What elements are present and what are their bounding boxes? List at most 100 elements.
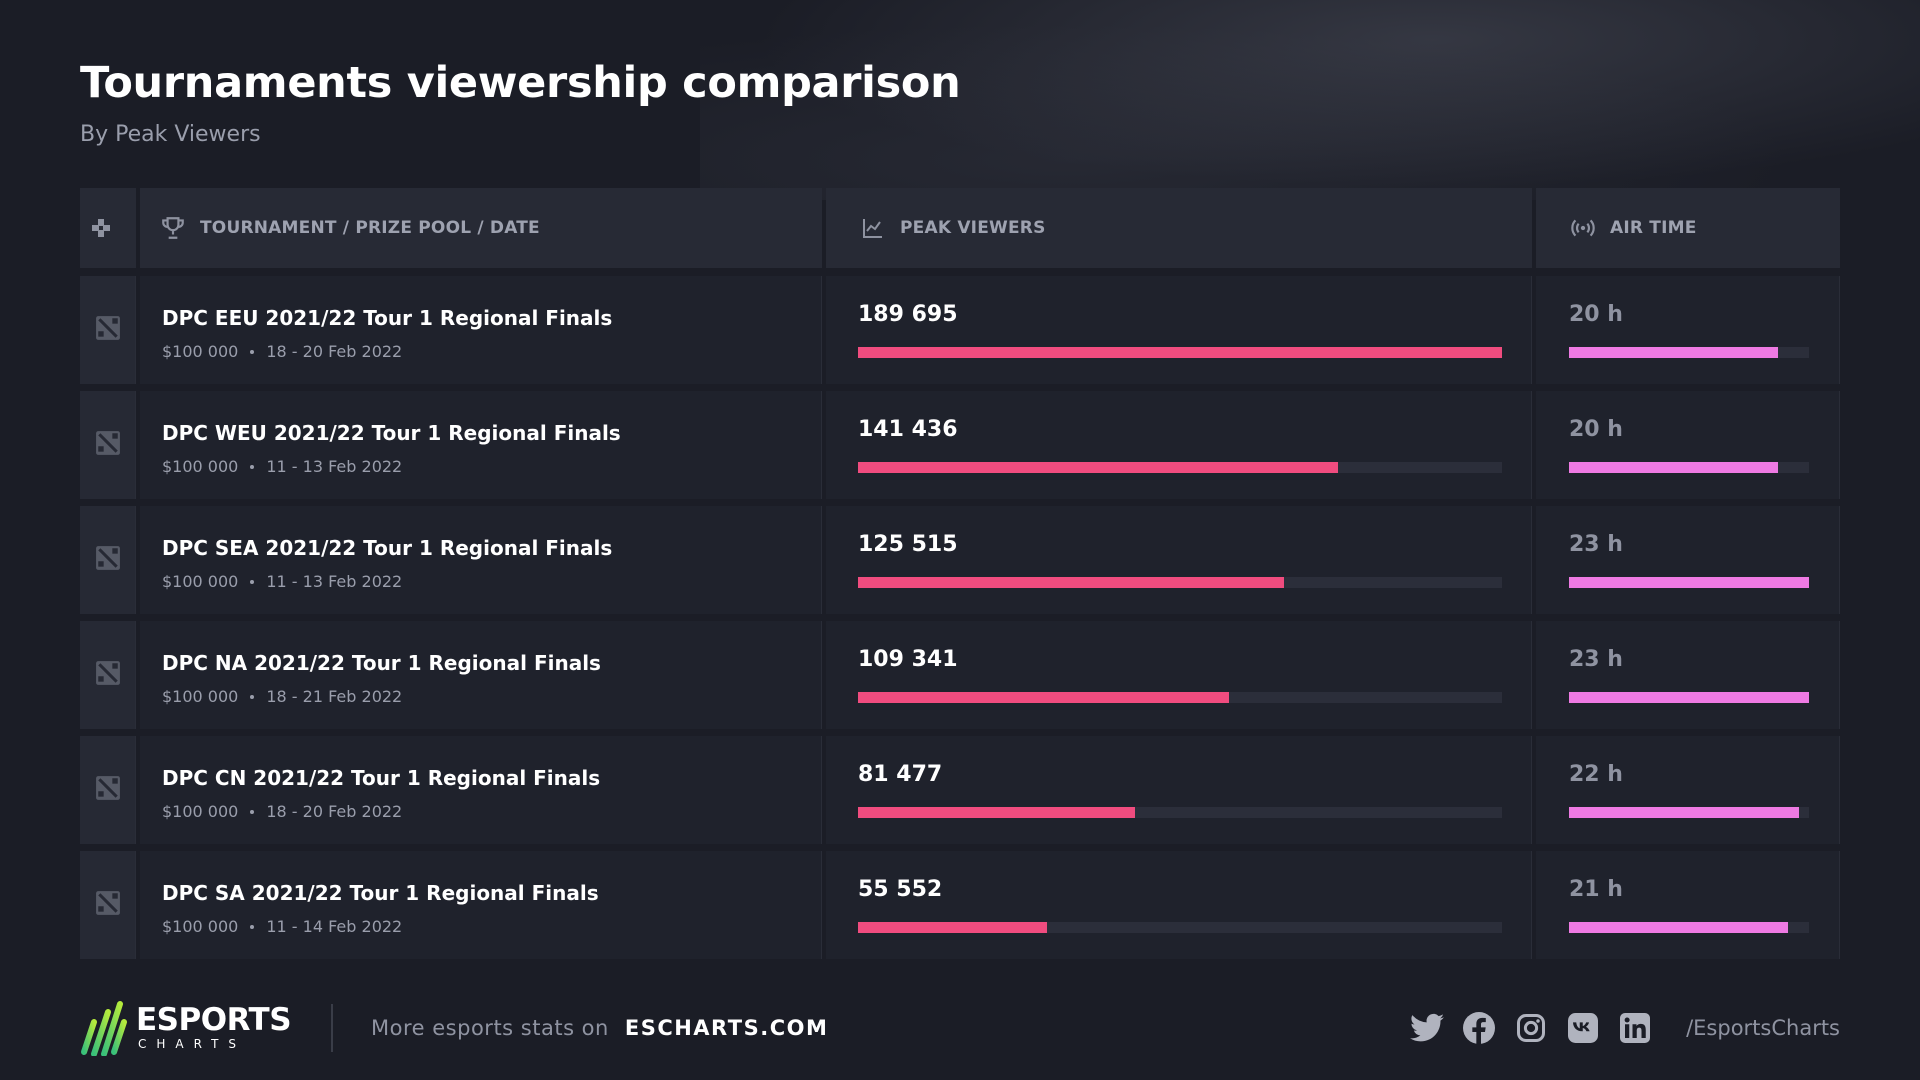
esports-charts-logo[interactable]: ESPORTS CHARTS <box>80 1000 292 1056</box>
air-bar-track <box>1569 807 1809 818</box>
prize-pool: $100 000 <box>162 802 239 821</box>
air-cell: 20 h <box>1536 276 1840 384</box>
table-body: DPC EEU 2021/22 Tour 1 Regional Finals $… <box>80 276 1840 959</box>
peak-value: 81 477 <box>858 762 943 787</box>
tournament-date: 11 - 13 Feb 2022 <box>266 457 403 476</box>
tournament-cell: DPC CN 2021/22 Tour 1 Regional Finals $1… <box>140 736 822 844</box>
air-value: 21 h <box>1569 877 1623 902</box>
tournament-cell: DPC WEU 2021/22 Tour 1 Regional Finals $… <box>140 391 822 499</box>
air-cell: 21 h <box>1536 851 1840 959</box>
prize-pool: $100 000 <box>162 917 239 936</box>
logo-top-text: ESPORTS <box>136 1002 292 1038</box>
more-stats-text: More esports stats on <box>371 1016 609 1040</box>
air-bar-track <box>1569 922 1809 933</box>
header: Tournaments viewership comparison By Pea… <box>80 58 961 147</box>
peak-cell: 55 552 <box>826 851 1532 959</box>
gamepad-icon <box>88 215 114 241</box>
air-value: 23 h <box>1569 532 1623 557</box>
air-bar <box>1569 347 1778 358</box>
page-title: Tournaments viewership comparison <box>80 58 961 108</box>
viewership-table: TOURNAMENT / PRIZE POOL / DATE PEAK VIEW… <box>80 188 1840 966</box>
peak-bar-track <box>858 577 1502 588</box>
tournament-name: DPC NA 2021/22 Tour 1 Regional Finals <box>162 651 601 675</box>
tournament-cell: DPC SEA 2021/22 Tour 1 Regional Finals $… <box>140 506 822 614</box>
tournament-meta: $100 000 18 - 21 Feb 2022 <box>162 687 821 706</box>
game-cell <box>80 621 136 729</box>
dota-icon <box>95 775 121 805</box>
tournament-date: 18 - 21 Feb 2022 <box>266 687 403 706</box>
air-bar-track <box>1569 462 1809 473</box>
tournament-cell: DPC SA 2021/22 Tour 1 Regional Finals $1… <box>140 851 822 959</box>
logo-bottom-text: CHARTS <box>138 1037 247 1051</box>
trophy-icon <box>160 215 186 241</box>
air-value: 22 h <box>1569 762 1623 787</box>
linkedin-icon[interactable] <box>1618 1011 1652 1045</box>
air-bar-track <box>1569 347 1809 358</box>
tournament-name: DPC WEU 2021/22 Tour 1 Regional Finals <box>162 421 621 445</box>
chart-icon <box>860 215 886 241</box>
social-handle[interactable]: /EsportsCharts <box>1686 1016 1840 1040</box>
dota-icon <box>95 315 121 345</box>
instagram-icon[interactable] <box>1514 1011 1548 1045</box>
table-row: DPC SA 2021/22 Tour 1 Regional Finals $1… <box>80 851 1840 959</box>
tournament-cell: DPC EEU 2021/22 Tour 1 Regional Finals $… <box>140 276 822 384</box>
air-value: 20 h <box>1569 302 1623 327</box>
peak-cell: 109 341 <box>826 621 1532 729</box>
header-peak-label: PEAK VIEWERS <box>900 218 1046 238</box>
tournament-date: 18 - 20 Feb 2022 <box>266 802 403 821</box>
peak-bar-track <box>858 462 1502 473</box>
facebook-icon[interactable] <box>1462 1011 1496 1045</box>
air-cell: 22 h <box>1536 736 1840 844</box>
air-bar <box>1569 462 1778 473</box>
table-row: DPC WEU 2021/22 Tour 1 Regional Finals $… <box>80 391 1840 499</box>
header-tournament: TOURNAMENT / PRIZE POOL / DATE <box>140 188 822 268</box>
twitter-icon[interactable] <box>1410 1011 1445 1045</box>
header-air: AIR TIME <box>1536 188 1840 268</box>
table-row: DPC CN 2021/22 Tour 1 Regional Finals $1… <box>80 736 1840 844</box>
tournament-meta: $100 000 11 - 13 Feb 2022 <box>162 457 821 476</box>
game-cell <box>80 391 136 499</box>
logo-text: ESPORTS CHARTS <box>136 1002 292 1052</box>
separator-dot <box>250 579 255 584</box>
vk-icon[interactable] <box>1566 1011 1600 1045</box>
header-peak: PEAK VIEWERS <box>826 188 1532 268</box>
separator-dot <box>250 809 255 814</box>
prize-pool: $100 000 <box>162 342 239 361</box>
air-bar-track <box>1569 577 1809 588</box>
peak-value: 109 341 <box>858 647 958 672</box>
tournament-meta: $100 000 11 - 13 Feb 2022 <box>162 572 821 591</box>
peak-bar-track <box>858 807 1502 818</box>
air-value: 20 h <box>1569 417 1623 442</box>
tournament-name: DPC SEA 2021/22 Tour 1 Regional Finals <box>162 536 613 560</box>
air-cell: 23 h <box>1536 506 1840 614</box>
header-tournament-label: TOURNAMENT / PRIZE POOL / DATE <box>200 218 540 238</box>
tournament-meta: $100 000 11 - 14 Feb 2022 <box>162 917 821 936</box>
peak-value: 125 515 <box>858 532 958 557</box>
game-cell <box>80 276 136 384</box>
peak-cell: 189 695 <box>826 276 1532 384</box>
tournament-name: DPC CN 2021/22 Tour 1 Regional Finals <box>162 766 601 790</box>
peak-bar-track <box>858 692 1502 703</box>
peak-bar <box>858 922 1047 933</box>
table-header: TOURNAMENT / PRIZE POOL / DATE PEAK VIEW… <box>80 188 1840 268</box>
game-cell <box>80 851 136 959</box>
peak-bar-track <box>858 922 1502 933</box>
peak-bar <box>858 347 1502 358</box>
header-game <box>80 188 136 268</box>
prize-pool: $100 000 <box>162 687 239 706</box>
air-bar-track <box>1569 692 1809 703</box>
air-value: 23 h <box>1569 647 1623 672</box>
dota-icon <box>95 890 121 920</box>
peak-cell: 125 515 <box>826 506 1532 614</box>
dota-icon <box>95 430 121 460</box>
air-bar <box>1569 577 1809 588</box>
peak-cell: 81 477 <box>826 736 1532 844</box>
tournament-date: 11 - 14 Feb 2022 <box>266 917 403 936</box>
air-bar <box>1569 922 1789 933</box>
site-link[interactable]: ESCHARTS.COM <box>624 1016 829 1040</box>
tournament-date: 18 - 20 Feb 2022 <box>266 342 403 361</box>
footer: ESPORTS CHARTS More esports stats on ESC… <box>80 1000 1840 1056</box>
air-cell: 20 h <box>1536 391 1840 499</box>
separator-dot <box>250 349 255 354</box>
air-bar <box>1569 807 1799 818</box>
